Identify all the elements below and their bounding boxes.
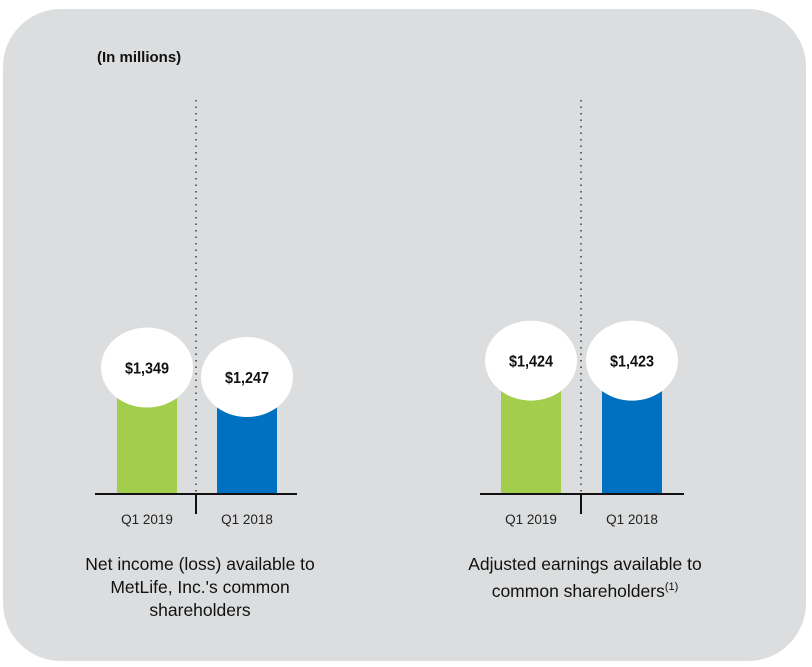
- x-tick-label: Q1 2019: [121, 512, 173, 527]
- footnote-marker: (1): [664, 581, 679, 593]
- x-tick-label: Q1 2018: [606, 512, 658, 527]
- chart-1-caption: Net income (loss) available to MetLife, …: [60, 553, 340, 622]
- data-label: $1,424: [509, 353, 554, 371]
- data-label-bubble: [586, 320, 678, 401]
- x-tick-label: Q1 2018: [221, 512, 273, 527]
- data-label-bubble: [101, 327, 193, 408]
- x-tick-label: Q1 2019: [505, 512, 557, 527]
- unit-label: (In millions): [97, 49, 182, 66]
- chart-2-caption: Adjusted earnings available to common sh…: [440, 553, 730, 603]
- chart-1-title: Net income (loss) available to MetLife, …: [85, 554, 315, 620]
- data-label-bubble: [485, 320, 577, 401]
- data-label: $1,423: [610, 353, 654, 371]
- chart-2-title: Adjusted earnings available to common sh…: [468, 554, 702, 601]
- data-label: $1,349: [125, 360, 169, 378]
- data-label: $1,247: [225, 369, 269, 387]
- data-label-bubble: [201, 337, 293, 418]
